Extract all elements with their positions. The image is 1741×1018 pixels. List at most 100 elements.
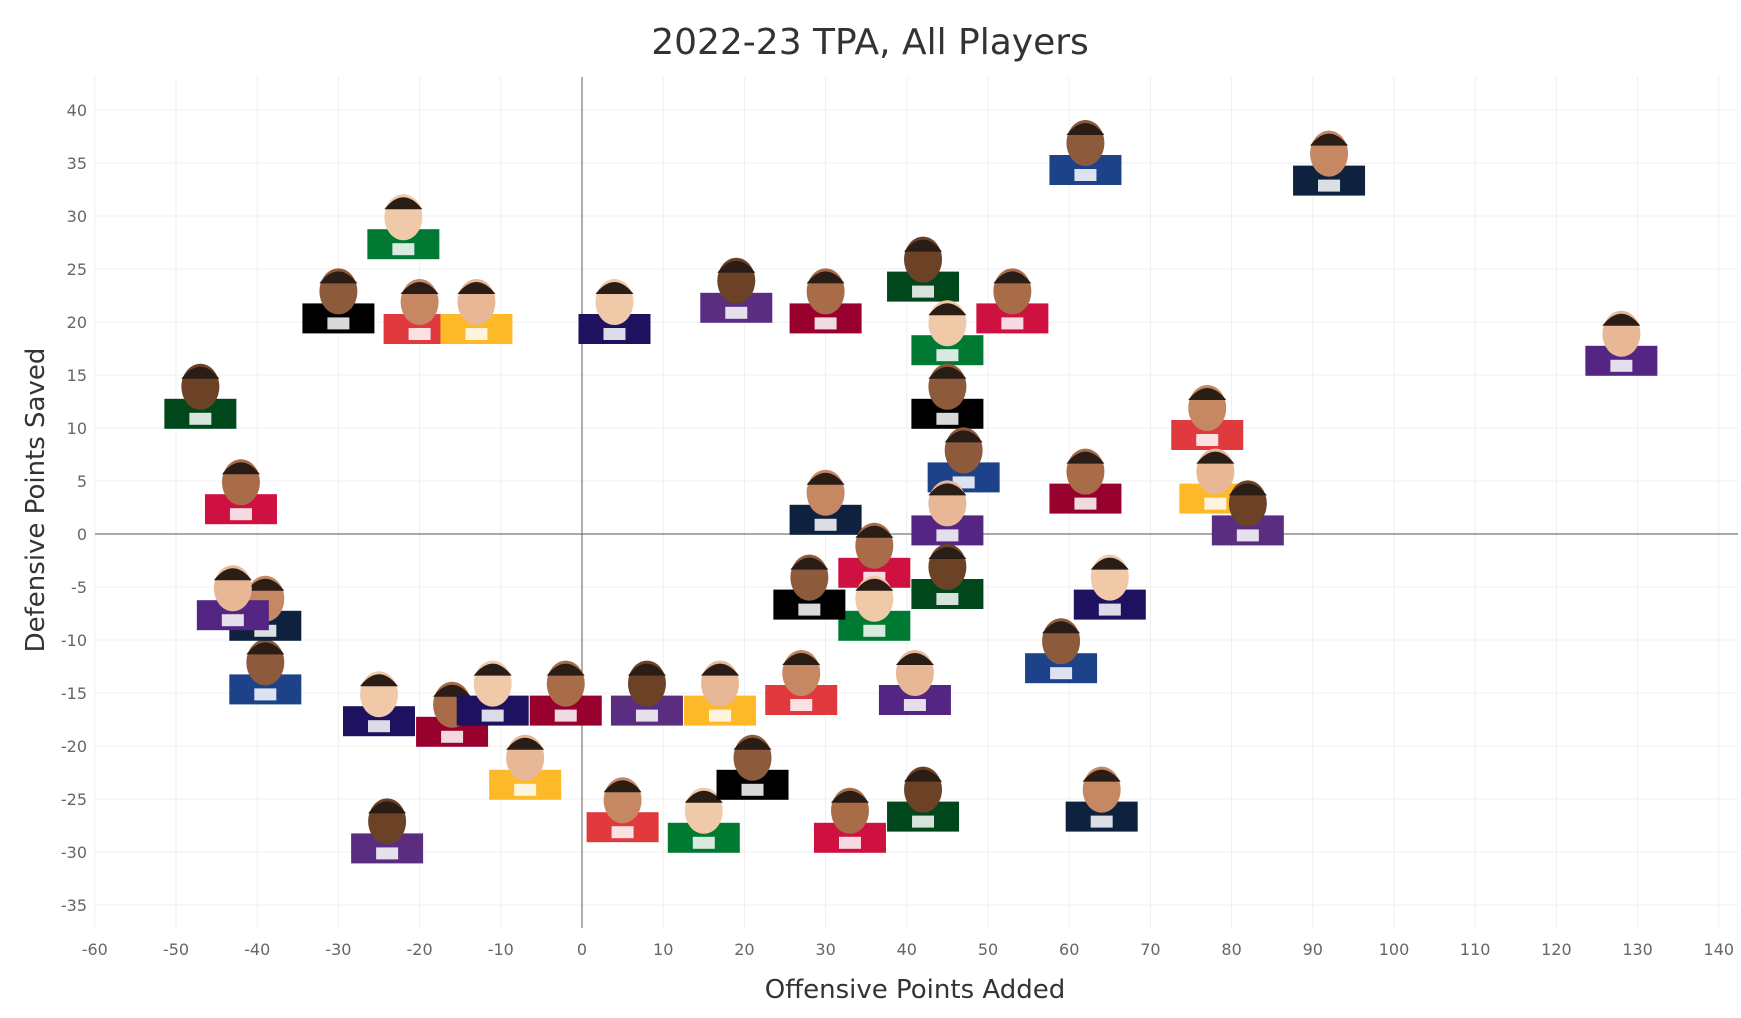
player-hair bbox=[360, 674, 398, 687]
y-tick-label: 30 bbox=[67, 207, 87, 226]
x-axis-label: Offensive Points Added bbox=[765, 975, 1065, 1005]
jersey-logo bbox=[838, 836, 861, 849]
jersey-logo bbox=[611, 826, 634, 839]
chart-title: 2022-23 TPA, All Players bbox=[651, 22, 1089, 63]
player-hair bbox=[855, 578, 894, 591]
player-hair bbox=[213, 568, 252, 581]
x-tick-label: 110 bbox=[1460, 940, 1491, 959]
jersey-logo bbox=[1098, 603, 1121, 616]
jersey-logo bbox=[790, 699, 813, 711]
player-point bbox=[1049, 120, 1122, 185]
player-point bbox=[440, 279, 513, 344]
player-hair bbox=[1066, 123, 1105, 135]
y-tick-label: -15 bbox=[61, 684, 87, 703]
y-tick-label: 20 bbox=[67, 313, 87, 332]
player-hair bbox=[830, 790, 869, 803]
player-point bbox=[927, 427, 1000, 493]
player-hair bbox=[782, 653, 821, 665]
player-hair bbox=[506, 737, 545, 750]
y-tick-label: -5 bbox=[71, 578, 87, 597]
jersey-logo bbox=[912, 815, 935, 828]
player-point bbox=[1585, 310, 1658, 376]
jersey-logo bbox=[254, 688, 277, 701]
x-tick-label: 0 bbox=[577, 940, 587, 959]
jersey-logo bbox=[725, 306, 748, 319]
player-hair bbox=[368, 801, 407, 814]
jersey-logo bbox=[692, 836, 715, 849]
player-hair bbox=[806, 472, 845, 485]
player-point bbox=[765, 650, 838, 715]
player-point bbox=[489, 734, 562, 800]
player-hair bbox=[1066, 451, 1105, 464]
player-hair bbox=[944, 430, 983, 443]
player-hair bbox=[473, 663, 512, 676]
player-point bbox=[1025, 618, 1098, 684]
player-point bbox=[196, 565, 269, 631]
jersey-logo bbox=[1074, 169, 1097, 181]
player-hair bbox=[790, 557, 829, 570]
player-point bbox=[164, 363, 237, 429]
player-point bbox=[911, 363, 984, 429]
player-point bbox=[351, 798, 424, 864]
jersey-logo bbox=[936, 529, 959, 542]
player-hair bbox=[701, 663, 740, 676]
jersey-logo bbox=[863, 624, 886, 637]
x-tick-label: 90 bbox=[1303, 940, 1323, 959]
jersey-logo bbox=[229, 508, 252, 521]
x-tick-label: 20 bbox=[734, 940, 754, 959]
player-hair bbox=[433, 684, 472, 697]
player-hair bbox=[246, 578, 285, 591]
player-hair bbox=[1602, 313, 1641, 326]
jersey-logo bbox=[603, 328, 626, 340]
player-hair bbox=[855, 525, 894, 538]
y-tick-label: 15 bbox=[67, 366, 87, 385]
player-point bbox=[586, 777, 659, 843]
x-tick-label: 100 bbox=[1379, 940, 1410, 959]
player-hair bbox=[319, 271, 358, 284]
player-point bbox=[813, 787, 886, 853]
y-tick-label: -35 bbox=[61, 896, 87, 915]
player-point bbox=[887, 766, 960, 832]
player-point bbox=[911, 480, 984, 546]
player-point bbox=[1179, 448, 1252, 514]
y-tick-label: 5 bbox=[77, 472, 87, 491]
player-hair bbox=[603, 780, 642, 793]
x-tick-label: -20 bbox=[407, 940, 433, 959]
jersey-logo bbox=[514, 783, 537, 796]
y-tick-label: -20 bbox=[61, 737, 87, 756]
jersey-logo bbox=[1318, 179, 1341, 192]
x-tick-label: 50 bbox=[978, 940, 998, 959]
x-tick-label: 120 bbox=[1541, 940, 1572, 959]
player-hair bbox=[1228, 483, 1267, 496]
y-tick-label: 35 bbox=[67, 154, 87, 173]
player-point bbox=[1065, 766, 1138, 832]
player-point bbox=[789, 268, 862, 334]
y-tick-label: 0 bbox=[77, 525, 87, 544]
player-point bbox=[1049, 448, 1122, 514]
jersey-logo bbox=[936, 412, 959, 425]
jersey-logo bbox=[1204, 497, 1227, 510]
jersey-logo bbox=[481, 709, 504, 722]
player-hair bbox=[1310, 133, 1349, 146]
x-tick-label: -10 bbox=[488, 940, 514, 959]
player-point bbox=[229, 639, 302, 705]
player-hair bbox=[928, 483, 967, 496]
jersey-logo bbox=[1001, 317, 1024, 330]
jersey-logo bbox=[1610, 359, 1633, 372]
player-hair bbox=[546, 663, 585, 676]
jersey-logo bbox=[814, 518, 837, 531]
jersey-logo bbox=[465, 328, 488, 340]
data-points bbox=[164, 120, 1658, 864]
jersey-logo bbox=[903, 699, 926, 711]
y-tick-label: -25 bbox=[61, 790, 87, 809]
y-tick-label: 25 bbox=[67, 260, 87, 279]
player-point bbox=[911, 544, 984, 609]
x-tick-label: 140 bbox=[1704, 940, 1735, 959]
jersey-logo bbox=[1196, 434, 1219, 446]
player-point bbox=[716, 734, 789, 800]
jersey-logo bbox=[408, 328, 431, 340]
player-hair bbox=[904, 239, 943, 252]
player-point bbox=[1171, 385, 1244, 450]
jersey-logo bbox=[741, 783, 764, 796]
x-tick-label: 70 bbox=[1140, 940, 1160, 959]
